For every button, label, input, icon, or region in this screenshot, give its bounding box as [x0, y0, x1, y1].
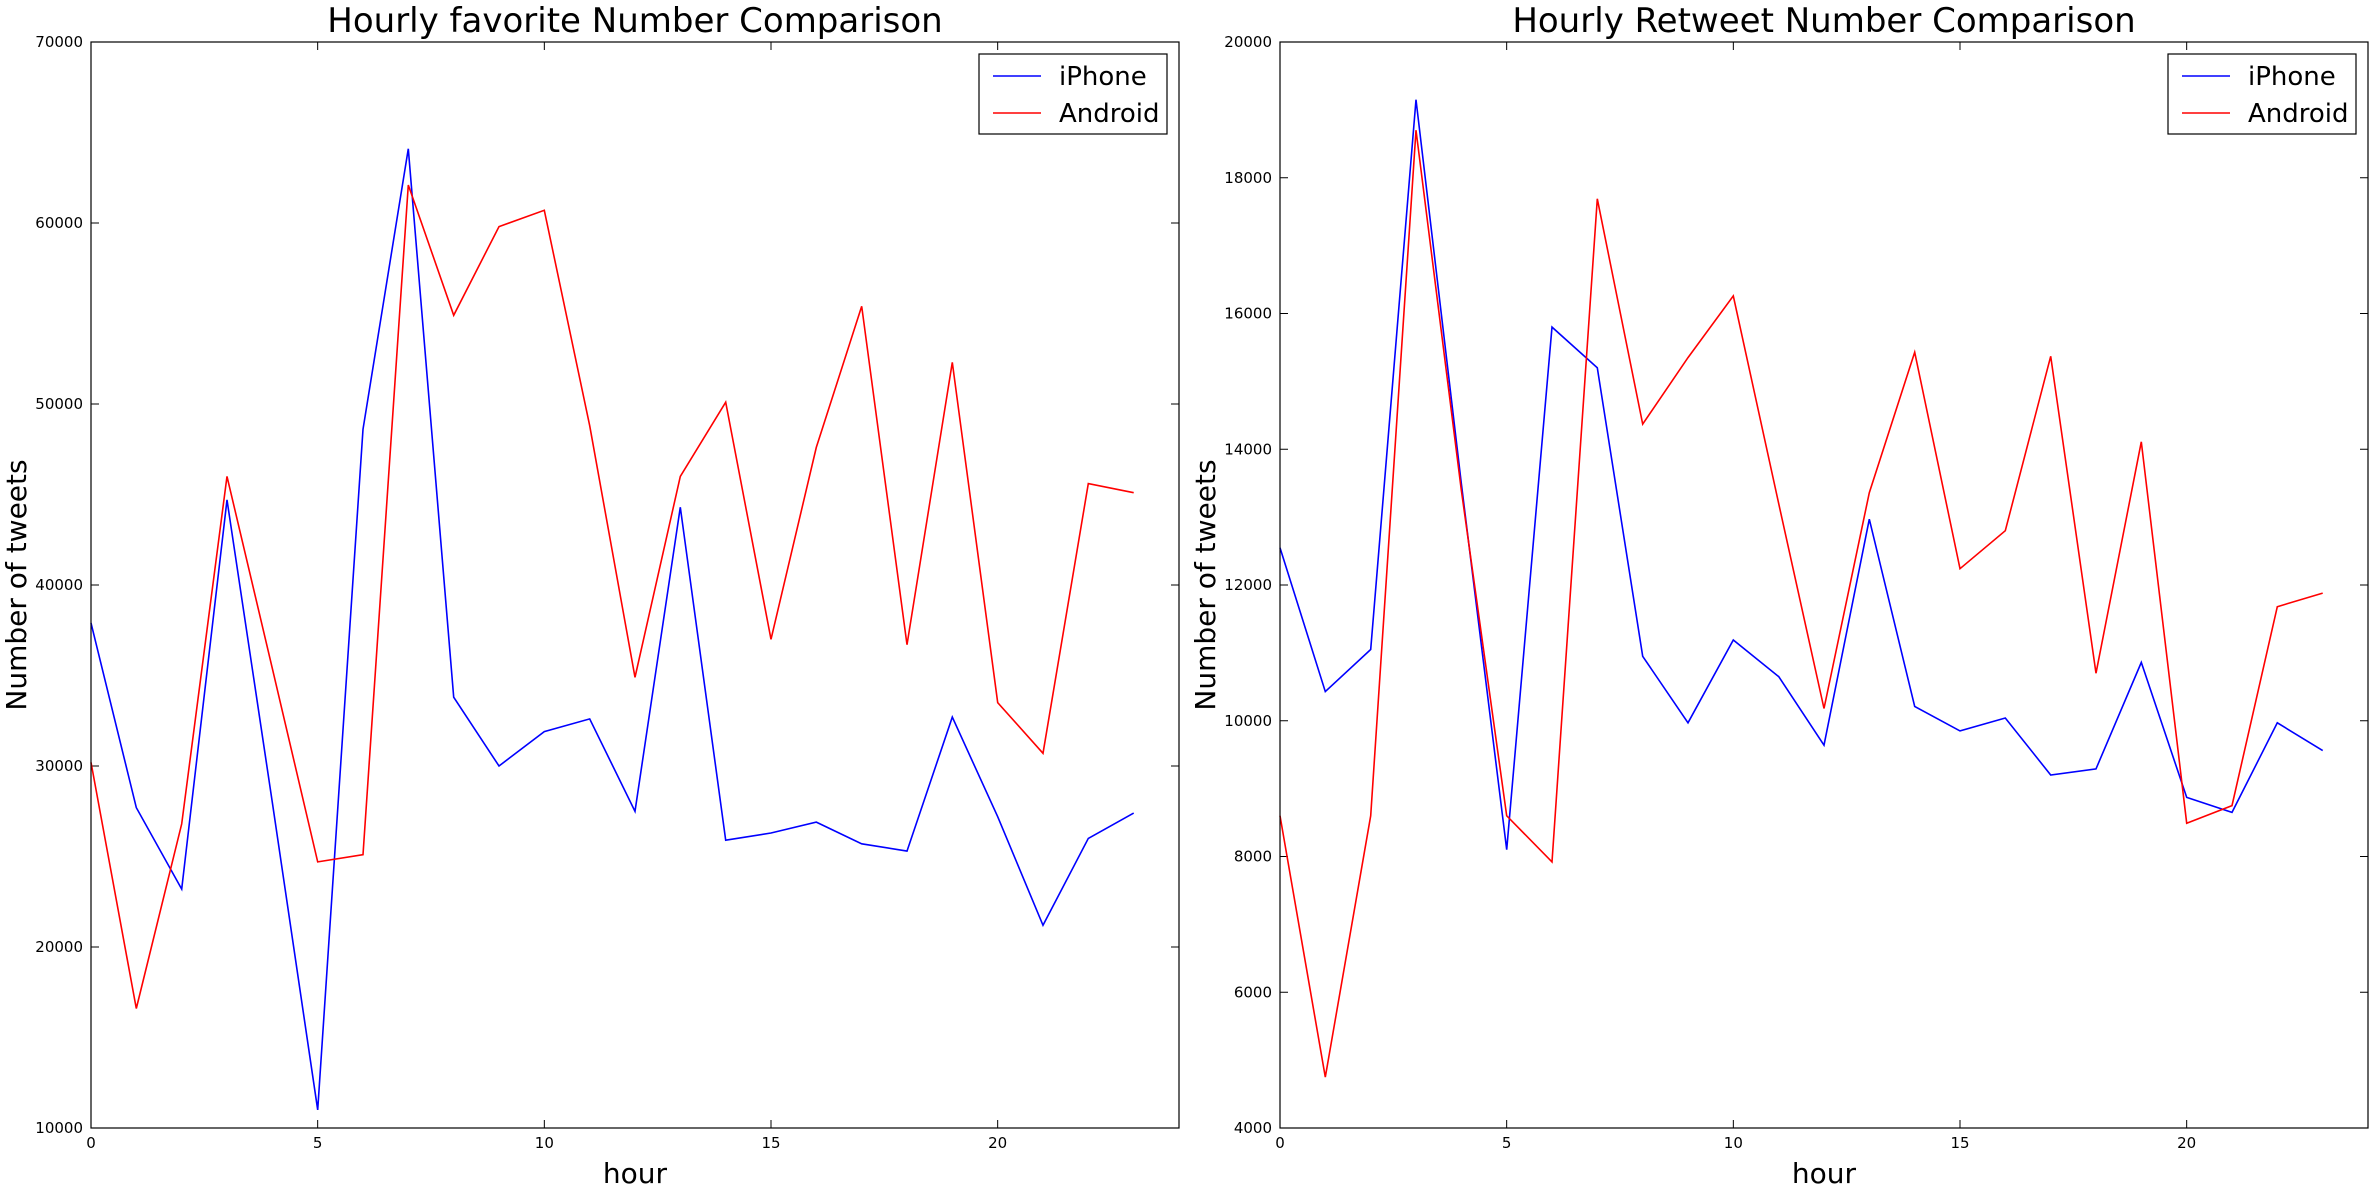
x-tick-label: 10 — [1724, 1134, 1743, 1152]
chart-title: Hourly favorite Number Comparison — [327, 1, 942, 41]
y-tick-label: 16000 — [1224, 305, 1272, 323]
chart-title: Hourly Retweet Number Comparison — [1512, 1, 2135, 41]
x-tick-label: 0 — [1275, 1134, 1285, 1152]
y-tick-label: 70000 — [35, 33, 83, 51]
x-tick-label: 10 — [535, 1134, 554, 1152]
y-tick-label: 4000 — [1234, 1119, 1272, 1137]
x-tick-label: 20 — [2177, 1134, 2196, 1152]
x-tick-label: 5 — [1502, 1134, 1512, 1152]
y-tick-label: 10000 — [1224, 712, 1272, 730]
legend-label-iphone: iPhone — [1059, 62, 1147, 92]
x-tick-label: 20 — [988, 1134, 1007, 1152]
y-tick-label: 20000 — [35, 938, 83, 956]
series-line-android — [1279, 130, 2323, 1078]
legend: iPhone Android — [2167, 53, 2357, 135]
series-line-iphone — [90, 148, 1135, 1111]
y-tick-label: 40000 — [35, 576, 83, 594]
y-tick-label: 50000 — [35, 395, 83, 413]
plot-frame — [90, 41, 1180, 1129]
plot-frame — [1279, 41, 2369, 1129]
legend: iPhone Android — [978, 53, 1168, 135]
x-tick-label: 15 — [1950, 1134, 1969, 1152]
x-axis-label: hour — [1792, 1157, 1857, 1188]
x-tick-label: 5 — [313, 1134, 323, 1152]
chart-0: Hourly favorite Number Comparison 0 5 10 15 2… — [0, 1, 1180, 1188]
y-tick-label: 20000 — [1224, 33, 1272, 51]
y-tick-label: 6000 — [1234, 983, 1272, 1001]
y-tick-label: 14000 — [1224, 440, 1272, 458]
y-tick-label: 10000 — [35, 1119, 83, 1137]
y-tick-label: 18000 — [1224, 169, 1272, 187]
x-axis-label: hour — [603, 1157, 668, 1188]
y-tick-label: 12000 — [1224, 576, 1272, 594]
x-tick-label: 0 — [86, 1134, 96, 1152]
legend-box — [2167, 53, 2357, 135]
x-tick-label: 15 — [761, 1134, 780, 1152]
legend-label-android: Android — [2248, 99, 2349, 129]
y-tick-label: 30000 — [35, 757, 83, 775]
y-tick-label: 8000 — [1234, 848, 1272, 866]
legend-box — [978, 53, 1168, 135]
y-axis-label: Number of tweets — [1189, 459, 1222, 710]
y-axis-label: Number of tweets — [0, 459, 33, 710]
series-line-iphone — [1279, 99, 2324, 850]
legend-label-android: Android — [1059, 99, 1160, 129]
chart-1: Hourly Retweet Number Comparison 0 5 10 15 20… — [1189, 1, 2369, 1188]
y-tick-label: 60000 — [35, 214, 83, 232]
legend-label-iphone: iPhone — [2248, 62, 2336, 92]
series-line-android — [90, 184, 1134, 1009]
